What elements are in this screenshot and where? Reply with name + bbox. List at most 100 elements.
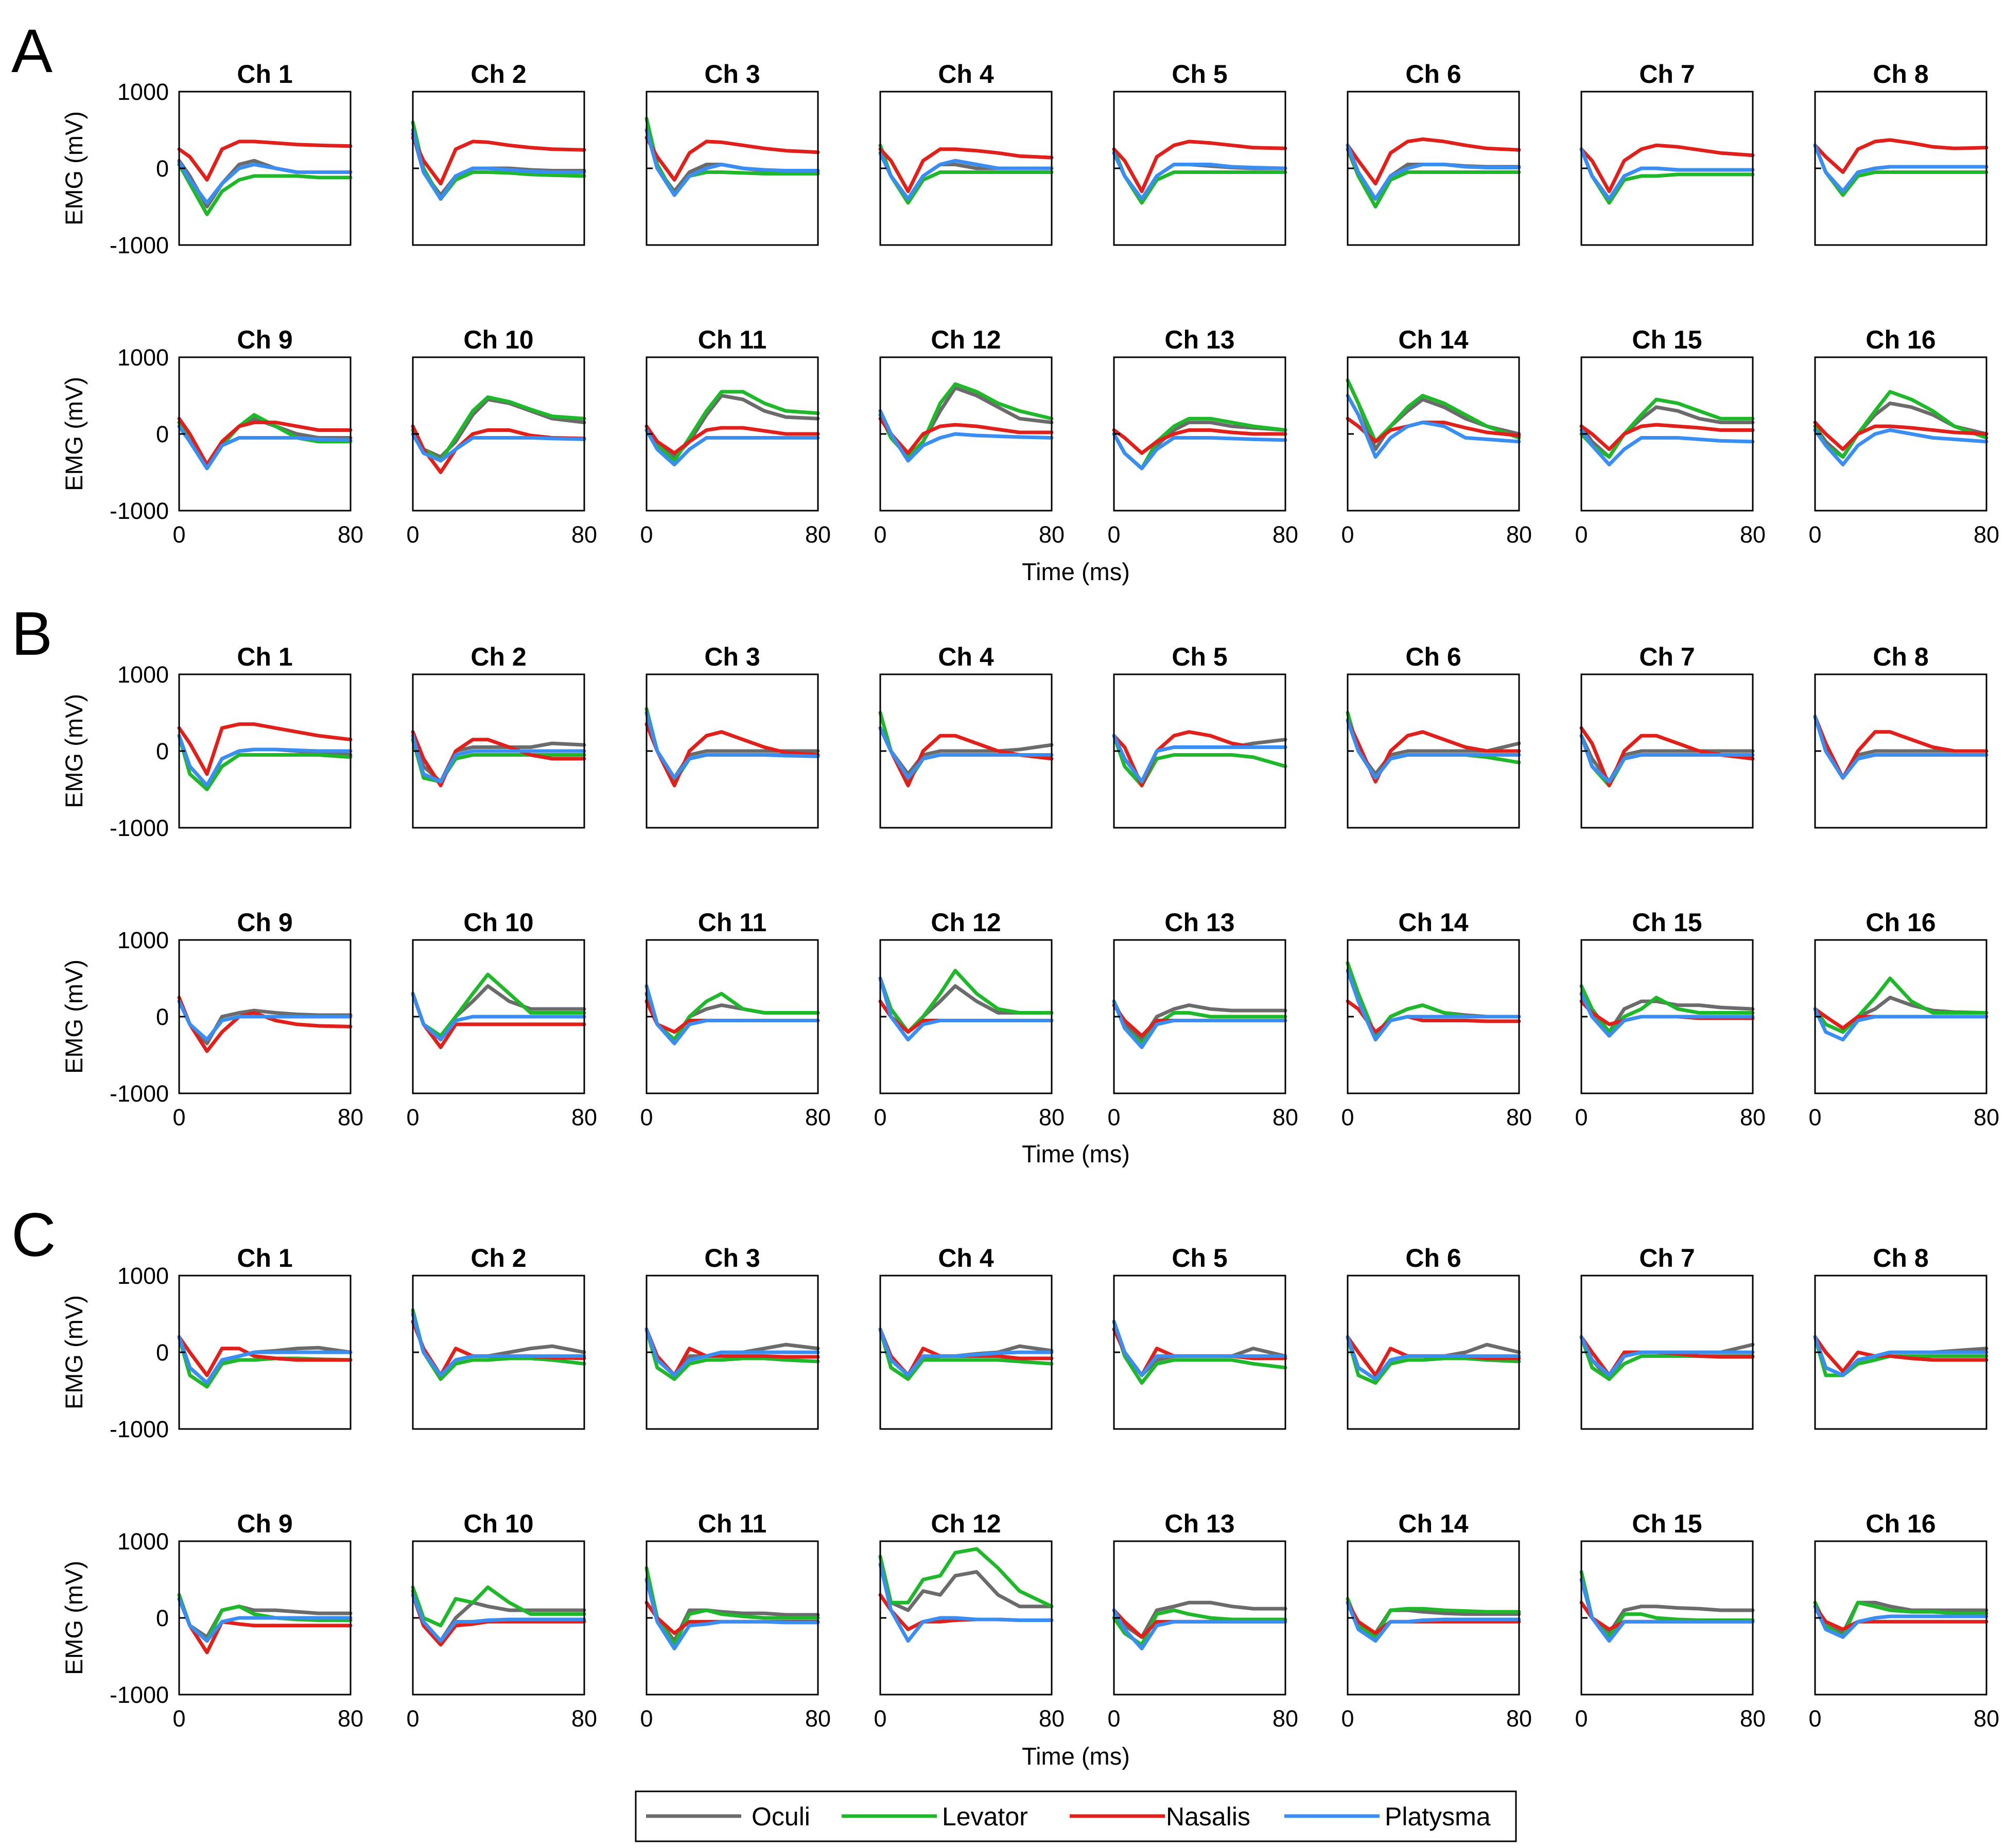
trace-platysma [1112, 1608, 1287, 1651]
x-tick-label: 80 [1740, 1104, 1766, 1130]
x-tick-label: 0 [1107, 1705, 1120, 1732]
trace-platysma [1112, 151, 1287, 201]
trace-oculi [1579, 1578, 1755, 1635]
x-tick-label: 80 [805, 521, 831, 548]
trace-platysma [411, 1593, 586, 1643]
subplot-title: Ch 1 [237, 1244, 292, 1272]
subplot-title: Ch 4 [938, 1244, 994, 1272]
trace-platysma [177, 1597, 353, 1643]
trace-levator [1813, 977, 1989, 1034]
y-tick-label: 1000 [117, 1263, 169, 1289]
subplot-b-ch5: Ch 5 [1112, 642, 1287, 829]
trace-platysma [411, 734, 586, 784]
subplot-title: Ch 7 [1639, 642, 1695, 671]
x-tick-label: 0 [406, 1104, 419, 1130]
trace-levator [1346, 378, 1521, 444]
subplot-b-ch4: Ch 4 [878, 642, 1054, 829]
trace-nasalis [878, 416, 1054, 455]
subplot-c2-ch12: Ch 12 0 80 [874, 1509, 1065, 1732]
y-tick-label: 1000 [117, 79, 169, 105]
x-tick-label: 0 [874, 1705, 886, 1732]
trace-oculi [878, 726, 1054, 776]
trace-nasalis [1579, 726, 1755, 788]
trace-platysma [644, 1327, 820, 1378]
trace-levator [1112, 1319, 1287, 1385]
subplot-a-ch8: Ch 8 [1813, 60, 1989, 246]
y-tick-label: 0 [156, 1004, 169, 1030]
subplot-b2-ch14: Ch 14 0 80 [1341, 908, 1532, 1130]
x-tick-label: 80 [571, 521, 597, 548]
trace-platysma [1112, 734, 1287, 784]
x-tick-label: 80 [1740, 1705, 1766, 1732]
x-tick-label: 80 [1272, 1705, 1298, 1732]
trace-platysma [1813, 428, 1989, 467]
subplot-b-ch3: Ch 3 [644, 642, 820, 829]
subplot-title: Ch 15 [1632, 908, 1702, 937]
subplot-title: Ch 2 [470, 60, 526, 89]
subplot-c-ch2: Ch 2 [411, 1244, 586, 1430]
subplot-title: Ch 4 [938, 60, 994, 89]
x-tick-label: 80 [1039, 1104, 1065, 1130]
plot-frame [646, 91, 819, 246]
trace-platysma [644, 711, 820, 780]
plot-frame [178, 91, 352, 246]
subplot-title: Ch 15 [1632, 1509, 1702, 1538]
trace-nasalis [1112, 1327, 1287, 1378]
plot-frame [1113, 673, 1286, 829]
x-tick-label: 0 [1575, 521, 1588, 548]
trace-levator [644, 390, 820, 463]
subplot-b2-ch16: Ch 16 0 80 [1808, 908, 1999, 1130]
subplot-title: Ch 11 [698, 325, 766, 354]
trace-nasalis [1579, 423, 1755, 451]
trace-levator [1112, 1608, 1287, 1647]
subplot-title: Ch 6 [1405, 60, 1461, 89]
trace-platysma [1112, 1319, 1287, 1378]
panel-letter-c: C [11, 1200, 56, 1269]
y-axis-label: EMG (mV) [60, 111, 88, 225]
x-tick-label: 0 [874, 1104, 886, 1130]
plot-frame [879, 939, 1053, 1094]
trace-levator [1813, 390, 1989, 459]
trace-platysma [1813, 714, 1989, 780]
x-tick-label: 0 [172, 1104, 185, 1130]
subplot-b2-ch10: Ch 10 0 80 [406, 908, 597, 1130]
trace-nasalis [1112, 428, 1287, 455]
trace-nasalis [177, 996, 353, 1053]
panel-letter-a: A [11, 16, 53, 85]
subplot-title: Ch 1 [237, 642, 292, 671]
trace-platysma [1579, 734, 1755, 784]
trace-platysma [1346, 969, 1521, 1042]
trace-nasalis [1346, 137, 1521, 186]
subplot-title: Ch 5 [1172, 642, 1227, 671]
trace-oculi [1346, 718, 1521, 776]
subplot-title: Ch 9 [237, 325, 292, 354]
subplot-title: Ch 5 [1172, 1244, 1227, 1272]
subplot-b2-ch12: Ch 12 0 80 [874, 908, 1065, 1130]
trace-platysma [1813, 1335, 1989, 1378]
subplot-title: Ch 12 [931, 325, 1001, 354]
y-tick-label: -1000 [110, 1682, 169, 1708]
x-tick-label: 0 [640, 1104, 653, 1130]
subplot-title: Ch 11 [698, 908, 766, 937]
trace-platysma [878, 1327, 1054, 1378]
subplot-c2-ch11: Ch 11 0 80 [640, 1509, 831, 1732]
subplot-b2-ch15: Ch 15 0 80 [1575, 908, 1766, 1130]
subplot-title: Ch 12 [931, 1509, 1001, 1538]
subplot-b-ch8: Ch 8 [1813, 642, 1989, 829]
trace-nasalis [1112, 730, 1287, 788]
trace-oculi [411, 1589, 586, 1643]
y-axis-label: EMG (mV) [60, 960, 88, 1074]
trace-nasalis [1813, 1335, 1989, 1373]
subplot-a2-ch13: Ch 13 0 80 [1107, 325, 1298, 548]
subplot-title: Ch 16 [1865, 325, 1936, 354]
subplot-a2-ch10: Ch 10 0 80 [406, 325, 597, 548]
subplot-title: Ch 6 [1405, 1244, 1461, 1272]
subplot-title: Ch 1 [237, 60, 292, 89]
subplot-b-ch7: Ch 7 [1579, 642, 1755, 829]
subplot-c2-ch15: Ch 15 0 80 [1575, 1509, 1766, 1732]
trace-levator [644, 707, 820, 784]
trace-platysma [878, 1562, 1054, 1643]
subplot-c-ch1: Ch 1 1000 0 -1000 EMG (mV) [60, 1244, 353, 1442]
